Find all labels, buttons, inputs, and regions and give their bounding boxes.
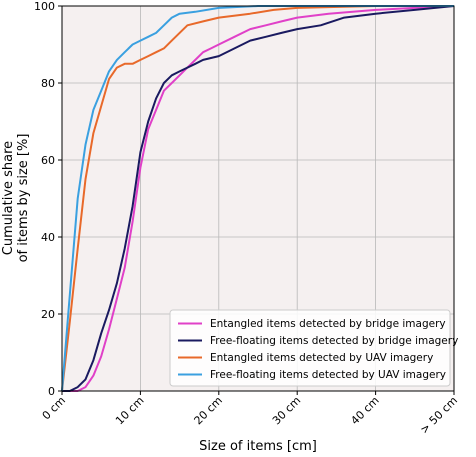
legend-box	[169, 309, 451, 387]
y-tick-label: 40	[41, 231, 55, 244]
series-line-2	[62, 5, 455, 392]
x-tick-label: > 50 cm	[418, 394, 460, 436]
y-axis-title-line-2: of items by size [%]	[16, 134, 31, 263]
x-tick-label: 20 cm	[191, 394, 224, 427]
x-axis-ticks: 0 cm 10 cm 20 cm 30 cm 40 cm > 50 cm	[40, 391, 460, 436]
legend-label-1: Entangled items detected by bridge image…	[210, 318, 446, 330]
series-line-3	[61, 5, 454, 392]
y-axis-title: Cumulative share of items by size [%]	[1, 134, 31, 263]
x-tick-label: 0 cm	[40, 394, 68, 422]
series-line-1	[62, 5, 455, 392]
legend-label-4: Free-floating items detected by UAV imag…	[210, 369, 446, 381]
legend-label-3: Entangled items detected by UAV imagery	[210, 352, 433, 364]
x-tick-label: 40 cm	[348, 394, 381, 427]
plot-frame	[61, 5, 455, 392]
y-axis-title-line-1: Cumulative share	[1, 141, 16, 255]
y-axis-ticks: 0 20 40 60 80 100	[34, 0, 62, 398]
series-line-4	[61, 5, 454, 392]
legend: Entangled items detected by bridge image…	[169, 309, 458, 387]
series-lines	[61, 5, 455, 392]
y-tick-label: 20	[41, 308, 55, 321]
y-tick-label: 80	[41, 77, 55, 90]
x-axis-title: Size of items [cm]	[199, 439, 317, 454]
legend-label-2: Free-floating items detected by bridge i…	[210, 335, 458, 347]
x-tick-label: 10 cm	[113, 394, 146, 427]
y-tick-label: 0	[48, 385, 55, 398]
y-tick-label: 60	[41, 154, 55, 167]
x-tick-label: 30 cm	[270, 394, 303, 427]
y-tick-label: 100	[34, 0, 55, 13]
